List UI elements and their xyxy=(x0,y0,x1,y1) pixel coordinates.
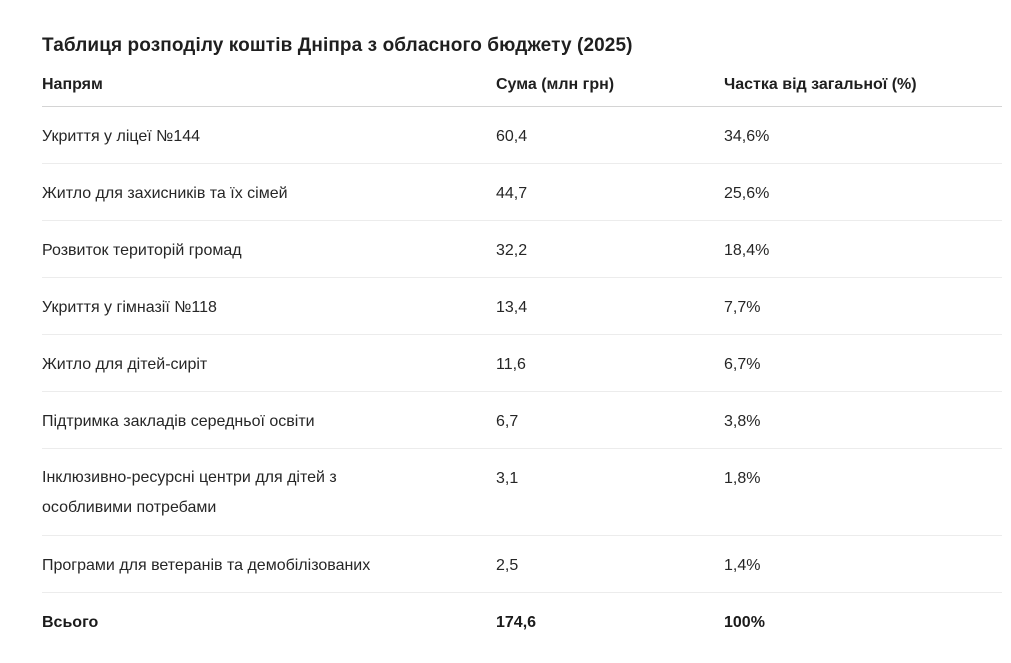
row-direction: Розвиток територій громад xyxy=(42,220,496,278)
table-row: Укриття у гімназії №118 13,4 7,7% xyxy=(42,277,1002,335)
table-header-row: Напрям Сума (млн грн) Частка від загальн… xyxy=(42,74,1002,107)
total-share: 100% xyxy=(724,613,765,631)
page-title: Таблиця розподілу коштів Дніпра з обласн… xyxy=(42,35,633,56)
row-amount: 44,7 xyxy=(496,163,724,221)
row-direction: Житло для дітей-сиріт xyxy=(42,334,496,392)
row-share: 34,6% xyxy=(724,106,1002,164)
row-share: 7,7% xyxy=(724,277,1002,335)
table-row: Житло для захисників та їх сімей 44,7 25… xyxy=(42,163,1002,221)
row-amount: 3,1 xyxy=(496,448,724,536)
row-share: 25,6% xyxy=(724,163,1002,221)
row-direction: Укриття у ліцеї №144 xyxy=(42,106,496,164)
row-amount: 2,5 xyxy=(496,535,724,593)
row-share: 3,8% xyxy=(724,391,1002,449)
table-row: Житло для дітей-сиріт 11,6 6,7% xyxy=(42,334,1002,392)
row-amount: 13,4 xyxy=(496,277,724,335)
column-header-direction: Напрям xyxy=(42,74,496,107)
row-amount: 60,4 xyxy=(496,106,724,164)
total-amount: 174,6 xyxy=(496,613,537,631)
row-share: 1,8% xyxy=(724,448,1002,536)
row-direction: Програми для ветеранів та демобілізовани… xyxy=(42,535,496,593)
row-share: 1,4% xyxy=(724,535,1002,593)
row-direction: Підтримка закладів середньої освіти xyxy=(42,391,496,449)
table-row: Інклюзивно-ресурсні центри для дітей з о… xyxy=(42,448,1002,536)
row-amount: 32,2 xyxy=(496,220,724,278)
table-row: Укриття у ліцеї №144 60,4 34,6% xyxy=(42,106,1002,164)
table-row: Програми для ветеранів та демобілізовани… xyxy=(42,535,1002,593)
row-direction: Укриття у гімназії №118 xyxy=(42,277,496,335)
row-direction: Інклюзивно-ресурсні центри для дітей з о… xyxy=(42,448,496,536)
budget-table-section: Таблиця розподілу коштів Дніпра з обласн… xyxy=(42,34,1002,649)
table-total-row: Всього 174,6 100% xyxy=(42,592,1002,649)
row-share: 18,4% xyxy=(724,220,1002,278)
table-row: Підтримка закладів середньої освіти 6,7 … xyxy=(42,391,1002,449)
total-label: Всього xyxy=(42,613,99,631)
budget-table: Напрям Сума (млн грн) Частка від загальн… xyxy=(42,74,1002,649)
column-header-amount: Сума (млн грн) xyxy=(496,74,724,107)
row-amount: 6,7 xyxy=(496,391,724,449)
row-direction: Житло для захисників та їх сімей xyxy=(42,163,496,221)
column-header-share: Частка від загальної (%) xyxy=(724,74,1002,107)
row-amount: 11,6 xyxy=(496,334,724,392)
row-share: 6,7% xyxy=(724,334,1002,392)
table-row: Розвиток територій громад 32,2 18,4% xyxy=(42,220,1002,278)
